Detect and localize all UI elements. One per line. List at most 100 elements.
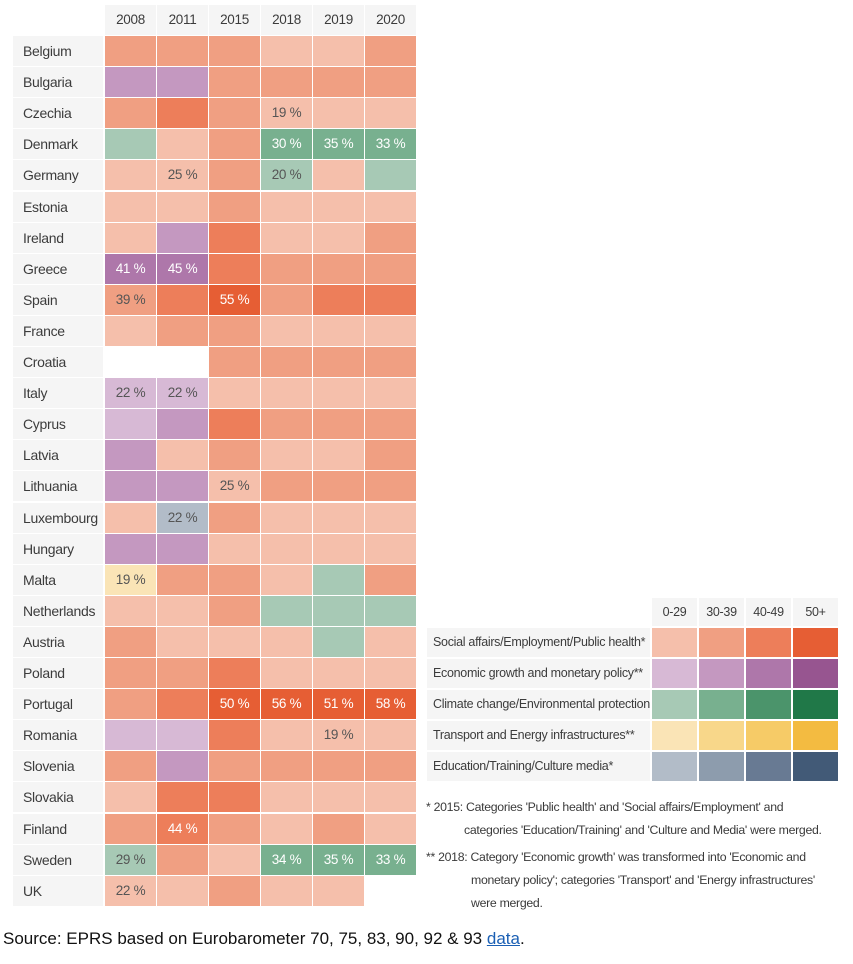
heatmap-cell — [261, 503, 312, 533]
legend-swatch — [652, 721, 697, 750]
footnote-1-line-1: * 2015: Categories 'Public health' and '… — [426, 800, 784, 814]
heatmap-cell — [261, 596, 312, 626]
heatmap-cell: 55 % — [209, 285, 260, 315]
heatmap-cell: 44 % — [157, 814, 208, 844]
legend-swatch — [699, 659, 744, 688]
heatmap-cell — [105, 36, 156, 66]
legend-swatch — [699, 690, 744, 719]
heatmap-cell: 22 % — [105, 876, 156, 906]
heatmap-cell — [157, 409, 208, 439]
heatmap-cell — [365, 192, 416, 222]
heatmap-cell — [313, 440, 364, 470]
heatmap-cell — [105, 503, 156, 533]
heatmap-cell — [209, 751, 260, 781]
heatmap-cell — [365, 658, 416, 688]
heatmap-cell — [365, 316, 416, 346]
heatmap-cell — [157, 782, 208, 812]
heatmap-cell — [209, 596, 260, 626]
legend-swatch — [699, 752, 744, 781]
heatmap-cell — [209, 409, 260, 439]
heatmap-cell — [313, 223, 364, 253]
heatmap-cell: 51 % — [313, 689, 364, 719]
heatmap-cell — [209, 129, 260, 159]
heatmap-cell: 56 % — [261, 689, 312, 719]
heatmap-cell: 22 % — [157, 503, 208, 533]
legend-category-label: Education/Training/Culture media* — [427, 752, 650, 781]
heatmap-cell: 39 % — [105, 285, 156, 315]
row-label: France — [13, 316, 103, 346]
heatmap-cell — [261, 658, 312, 688]
heatmap-cell — [157, 192, 208, 222]
heatmap-cell — [105, 658, 156, 688]
heatmap-cell — [261, 285, 312, 315]
footnote-1-line-2: categories 'Education/Training' and 'Cul… — [464, 823, 822, 837]
row-label: UK — [13, 876, 103, 906]
heatmap-cell — [313, 254, 364, 284]
heatmap-cell — [365, 440, 416, 470]
source-period: . — [519, 929, 525, 948]
data-link[interactable]: data — [486, 929, 520, 948]
heatmap-cell — [365, 254, 416, 284]
heatmap-cell — [261, 814, 312, 844]
heatmap-cell — [209, 223, 260, 253]
heatmap-cell: 22 % — [157, 378, 208, 408]
heatmap-cell — [209, 316, 260, 346]
heatmap-cell — [365, 565, 416, 595]
column-header: 2020 — [365, 5, 416, 35]
heatmap-cell — [209, 254, 260, 284]
row-label: Italy — [13, 378, 103, 408]
heatmap-cell — [157, 658, 208, 688]
heatmap-cell — [261, 36, 312, 66]
row-label: Sweden — [13, 845, 103, 875]
heatmap-cell — [313, 471, 364, 501]
row-label: Bulgaria — [13, 67, 103, 97]
heatmap-cell: 25 % — [157, 160, 208, 190]
column-header: 2019 — [313, 5, 364, 35]
heatmap-cell: 20 % — [261, 160, 312, 190]
row-label: Lithuania — [13, 471, 103, 501]
source-line: Source: EPRS based on Eurobarometer 70, … — [3, 929, 525, 949]
row-label: Hungary — [13, 534, 103, 564]
heatmap-cell — [157, 36, 208, 66]
heatmap-cell: 19 % — [261, 98, 312, 128]
row-label: Poland — [13, 658, 103, 688]
heatmap-cell: 58 % — [365, 689, 416, 719]
heatmap-cell — [365, 67, 416, 97]
heatmap-cell: 30 % — [261, 129, 312, 159]
heatmap-cell — [261, 782, 312, 812]
heatmap-cell — [157, 534, 208, 564]
legend-swatch — [793, 659, 838, 688]
heatmap-cell — [261, 316, 312, 346]
heatmap-cell — [157, 596, 208, 626]
heatmap-cell — [105, 129, 156, 159]
heatmap-cell — [313, 814, 364, 844]
row-label: Ireland — [13, 223, 103, 253]
heatmap-cell — [365, 347, 416, 377]
heatmap-cell — [209, 378, 260, 408]
heatmap-cell — [365, 378, 416, 408]
row-label: Spain — [13, 285, 103, 315]
heatmap-cell — [105, 440, 156, 470]
heatmap-cell — [365, 534, 416, 564]
legend-band-header: 0-29 — [652, 598, 697, 626]
row-label: Malta — [13, 565, 103, 595]
row-label: Slovenia — [13, 751, 103, 781]
heatmap-cell — [209, 845, 260, 875]
heatmap-cell — [105, 316, 156, 346]
row-label: Netherlands — [13, 596, 103, 626]
heatmap-cell: 35 % — [313, 129, 364, 159]
heatmap-cell — [313, 192, 364, 222]
legend-swatch — [793, 628, 838, 657]
legend-swatch — [793, 721, 838, 750]
heatmap-cell — [365, 223, 416, 253]
legend-swatch — [746, 752, 791, 781]
heatmap-cell — [157, 565, 208, 595]
heatmap-cell — [105, 814, 156, 844]
footnote-2-line-2: monetary policy'; categories 'Transport'… — [471, 873, 815, 887]
heatmap-cell — [261, 534, 312, 564]
heatmap-cell — [209, 627, 260, 657]
heatmap-cell — [313, 67, 364, 97]
heatmap-cell: 34 % — [261, 845, 312, 875]
heatmap-cell — [105, 471, 156, 501]
row-label: Cyprus — [13, 409, 103, 439]
